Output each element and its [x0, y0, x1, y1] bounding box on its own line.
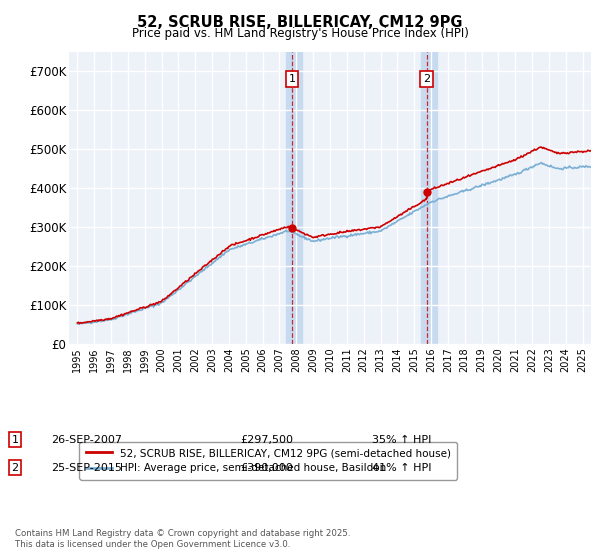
Bar [286, 52, 302, 344]
Text: 1: 1 [289, 74, 296, 84]
Text: Price paid vs. HM Land Registry's House Price Index (HPI): Price paid vs. HM Land Registry's House … [131, 27, 469, 40]
Text: 52, SCRUB RISE, BILLERICAY, CM12 9PG: 52, SCRUB RISE, BILLERICAY, CM12 9PG [137, 15, 463, 30]
Legend: 52, SCRUB RISE, BILLERICAY, CM12 9PG (semi-detached house), HPI: Average price, : 52, SCRUB RISE, BILLERICAY, CM12 9PG (se… [79, 442, 457, 479]
Text: Contains HM Land Registry data © Crown copyright and database right 2025.
This d: Contains HM Land Registry data © Crown c… [15, 529, 350, 549]
Text: 2: 2 [423, 74, 430, 84]
Text: 35% ↑ HPI: 35% ↑ HPI [372, 435, 431, 445]
Text: £297,500: £297,500 [240, 435, 293, 445]
Bar [421, 52, 437, 344]
Text: 1: 1 [11, 435, 19, 445]
Text: £390,000: £390,000 [240, 463, 293, 473]
Text: 2: 2 [11, 463, 19, 473]
Text: 25-SEP-2015: 25-SEP-2015 [51, 463, 122, 473]
Text: 41% ↑ HPI: 41% ↑ HPI [372, 463, 431, 473]
Text: 26-SEP-2007: 26-SEP-2007 [51, 435, 122, 445]
